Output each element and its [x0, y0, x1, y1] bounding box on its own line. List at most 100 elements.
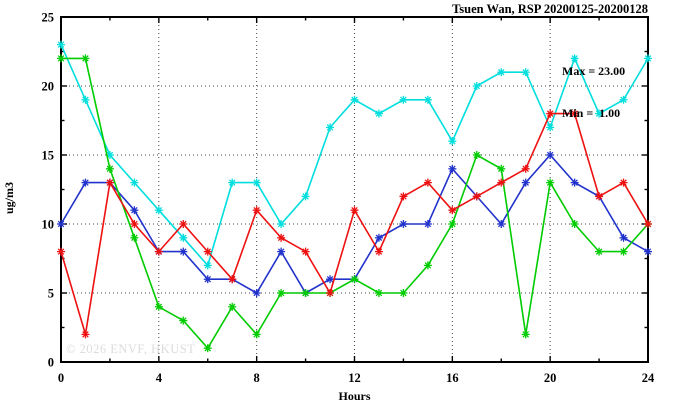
- series-cyan-marker: [130, 178, 139, 187]
- series-green-marker: [154, 302, 163, 311]
- series-cyan: [57, 40, 652, 270]
- series-blue: [57, 151, 652, 297]
- chart-title: Tsuen Wan, RSP 20200125-20200128: [452, 2, 648, 16]
- x-tick-label: 24: [642, 371, 655, 385]
- x-axis-label: Hours: [338, 389, 371, 403]
- series-cyan-marker: [203, 261, 212, 270]
- series-red-marker: [374, 247, 383, 256]
- series-blue-marker: [81, 178, 90, 187]
- series-green-marker: [81, 54, 90, 63]
- series-cyan-marker: [179, 233, 188, 242]
- series-red: [57, 109, 652, 339]
- series-blue-marker: [423, 220, 432, 228]
- series-cyan-marker: [154, 206, 163, 215]
- x-tick-label: 20: [544, 371, 557, 385]
- series-blue-marker: [57, 220, 65, 228]
- series-green-marker: [179, 316, 188, 325]
- series-green-marker: [228, 302, 237, 311]
- series-green-marker: [277, 289, 286, 297]
- series-red-marker: [595, 192, 604, 201]
- series-cyan-marker: [57, 40, 65, 49]
- series-cyan-marker: [472, 82, 481, 90]
- series-cyan-marker: [277, 220, 286, 228]
- series-cyan-marker: [228, 178, 237, 187]
- series-red-marker: [203, 247, 212, 256]
- y-tick-label: 10: [42, 218, 55, 232]
- series-blue-marker: [644, 247, 652, 256]
- series-blue-marker: [326, 275, 335, 284]
- tick-marks: [60, 16, 649, 363]
- series-green-marker: [472, 151, 481, 159]
- series-red-marker: [228, 275, 237, 284]
- series-green-marker: [448, 220, 457, 228]
- series-red-marker: [326, 289, 335, 297]
- series-red-marker: [81, 330, 90, 339]
- series-green-marker: [252, 330, 261, 339]
- series-cyan-marker: [399, 95, 408, 104]
- series-green-marker: [595, 247, 604, 256]
- x-tick-label: 12: [348, 371, 361, 385]
- series-cyan-marker: [252, 178, 261, 187]
- watermark: © 2026 ENVF, HKUST: [66, 342, 196, 356]
- series-red-marker: [301, 247, 310, 256]
- series-cyan-marker: [570, 54, 579, 63]
- series-green-marker: [130, 233, 139, 242]
- stats-box: Max = 23.00 Min = 1.00: [562, 36, 625, 148]
- series-blue-marker: [399, 220, 408, 228]
- x-tick-label: 16: [446, 371, 459, 385]
- series-blue-marker: [570, 178, 579, 187]
- series-red-marker: [644, 220, 652, 228]
- series-red-marker: [423, 178, 432, 187]
- series-red-marker: [546, 109, 555, 118]
- y-tick-label: 5: [48, 287, 54, 301]
- min-value-label: Min = 1.00: [562, 106, 621, 120]
- series-green-marker: [374, 289, 383, 297]
- series-cyan-marker: [301, 192, 310, 201]
- series-cyan-marker: [644, 54, 652, 63]
- series-red-marker: [179, 220, 188, 228]
- series-blue-marker: [448, 164, 457, 173]
- x-tick-label: 8: [254, 371, 260, 385]
- series-cyan-marker: [326, 123, 335, 132]
- series-red-marker: [154, 247, 163, 256]
- series-cyan-marker: [81, 95, 90, 104]
- series-green-marker: [570, 220, 579, 228]
- series-green-marker: [203, 344, 212, 353]
- y-tick-label: 15: [42, 149, 55, 163]
- series-red-marker: [57, 247, 65, 256]
- series-red-marker: [570, 109, 579, 118]
- series-cyan-marker: [350, 95, 359, 104]
- series-red-marker: [521, 164, 530, 173]
- series-green-marker: [57, 54, 65, 63]
- series-red-marker: [448, 206, 457, 215]
- series-cyan-marker: [619, 95, 628, 104]
- series-blue-marker: [179, 247, 188, 256]
- series-red-marker: [105, 178, 114, 187]
- series-red-marker: [497, 178, 506, 187]
- max-value-label: Max = 23.00: [562, 64, 626, 78]
- series-cyan-marker: [546, 123, 555, 132]
- series-blue-marker: [521, 178, 530, 187]
- series-red-marker: [350, 206, 359, 215]
- series-green-marker: [497, 164, 506, 173]
- series-green-marker: [350, 275, 359, 284]
- series-green-marker: [423, 261, 432, 270]
- series-green-marker: [521, 330, 530, 339]
- series-cyan-marker: [521, 68, 530, 77]
- y-tick-label: 25: [42, 11, 55, 25]
- series-blue-marker: [130, 206, 139, 215]
- tick-labels: 0 5 10 15 20 25 0 4 8 12 16 20 24: [42, 11, 656, 386]
- gridlines: [61, 17, 648, 362]
- series-blue-marker: [374, 233, 383, 242]
- series-red-marker: [277, 233, 286, 242]
- series-blue-marker: [497, 220, 506, 228]
- series-green-marker: [105, 164, 114, 173]
- series-cyan-marker: [423, 95, 432, 104]
- series-blue-marker: [619, 233, 628, 242]
- series-red-marker: [252, 206, 261, 215]
- series-cyan-marker: [374, 109, 383, 118]
- series-red-marker: [619, 178, 628, 187]
- series-red-marker: [130, 220, 139, 228]
- y-axis-label: ug/m3: [2, 182, 16, 215]
